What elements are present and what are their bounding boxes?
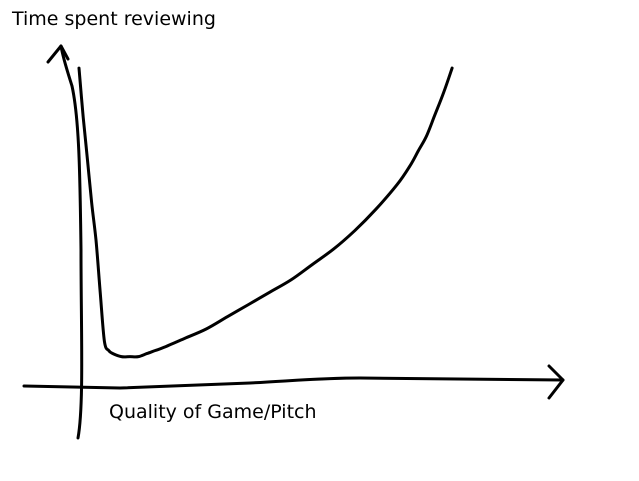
- y-axis-arrowhead: [46, 44, 70, 64]
- x-axis-label: Quality of Game/Pitch: [109, 401, 317, 423]
- y-axis-line: [59, 44, 84, 440]
- plot-area: [77, 66, 454, 359]
- x-axis-arrowhead: [547, 364, 565, 400]
- y-axis-label: Time spent reviewing: [12, 8, 216, 30]
- axes: [22, 44, 565, 440]
- series-line-0: [77, 66, 454, 359]
- x-axis-line: [22, 376, 565, 390]
